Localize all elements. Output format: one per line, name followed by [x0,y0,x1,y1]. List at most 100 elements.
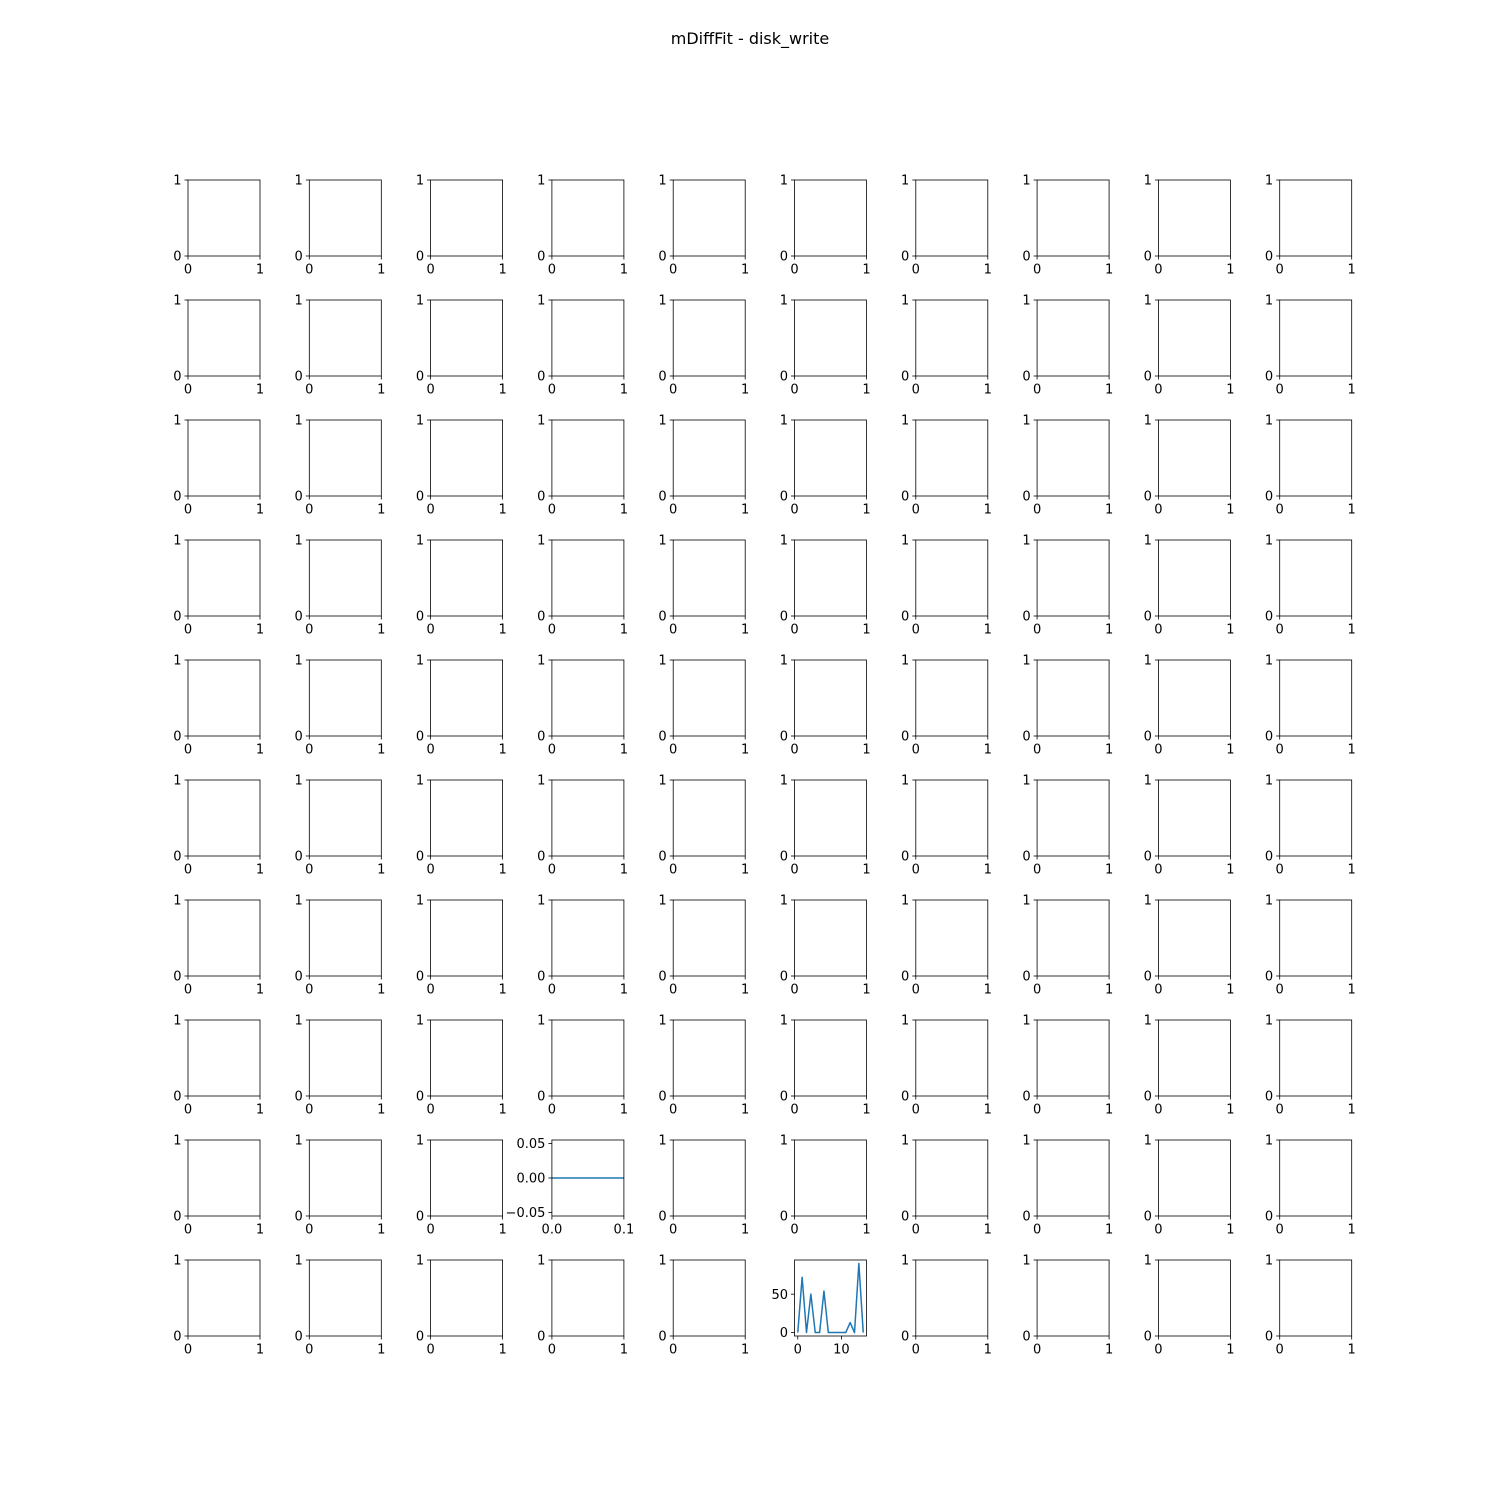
y-tick-label: 0 [537,250,545,265]
x-tick-label: 1 [620,623,628,638]
x-tick-label: 0 [426,623,434,638]
axes-frame [1036,539,1110,617]
axes-frame [1279,1019,1353,1097]
x-tick-label: 1 [984,743,992,758]
subplot-r5-c5: 0 1 0 1 [658,654,749,758]
y-tick-label: 0 [173,730,181,745]
x-tick-label: 1 [1348,983,1356,998]
y-tick-label: 0 [901,850,909,865]
y-tick-label: 0 [537,730,545,745]
figure-title: mDiffFit - disk_write [671,29,830,49]
y-tick-label: 0 [173,490,181,505]
axes-frame [1158,1259,1231,1337]
y-tick-label: 0 [1144,250,1152,265]
subplot-r9-c3: 0 1 0 1 [416,1134,507,1238]
x-tick-label: 0 [1276,863,1284,878]
y-tick-label: 1 [901,1014,909,1029]
y-tick-label: 1 [416,294,424,309]
x-tick-label: 0 [1276,1103,1284,1118]
x-tick-label: 0 [912,263,920,278]
x-tick-label: 0 [1276,1223,1284,1238]
y-tick-label: 0 [1022,610,1030,625]
subplot-r10-c3: 0 1 0 1 [416,1254,507,1358]
subplot-r5-c1: 0 1 0 1 [173,654,264,758]
y-tick-label: 0 [1144,370,1152,385]
y-tick-label: 1 [1265,414,1273,429]
x-tick-label: 0 [548,623,556,638]
y-tick-label: 1 [780,1134,788,1149]
y-tick-label: 0 [1022,370,1030,385]
subplot-r6-c7: 0 1 0 1 [901,774,992,878]
subplot-r8-c4: 0 1 0 1 [537,1014,628,1118]
x-tick-label: 0 [1154,263,1162,278]
subplot-r4-c9: 0 1 0 1 [1144,534,1235,638]
y-tick-label: 1 [1022,894,1030,909]
x-tick-label: 0 [184,863,192,878]
y-tick-label: 1 [780,654,788,669]
x-tick-label: 0 [1154,863,1162,878]
y-tick-label: 1 [1144,1014,1152,1029]
subplot-r8-c2: 0 1 0 1 [295,1014,386,1118]
subplot-r6-c3: 0 1 0 1 [416,774,507,878]
axes-frame [187,539,261,617]
axes-frame [1158,179,1231,257]
x-tick-label: 0 [1033,1223,1041,1238]
x-tick-label: 1 [498,863,506,878]
x-tick-label: 0 [548,743,556,758]
x-tick-label: 1 [256,1103,264,1118]
subplot-r9-c9: 0 1 0 1 [1144,1134,1235,1238]
subplot-r2-c10: 0 1 0 1 [1265,294,1356,398]
x-tick-label: 1 [1105,1343,1113,1358]
axes-frame [915,779,989,857]
x-tick-label: 0 [305,263,313,278]
x-tick-label: 1 [256,983,264,998]
x-tick-label: 0 [426,263,434,278]
x-tick-label: 0 [426,383,434,398]
y-tick-label: 1 [1144,1134,1152,1149]
y-tick-label: 1 [1022,174,1030,189]
y-tick-label: 1 [173,294,181,309]
y-tick-label: 0 [780,1210,788,1225]
x-tick-label: 0 [426,983,434,998]
y-tick-label: 0.05 [516,1137,545,1152]
y-tick-label: 1 [901,414,909,429]
axes-frame [1158,779,1231,857]
subplot-r5-c10: 0 1 0 1 [1265,654,1356,758]
axes-frame [1036,1019,1110,1097]
axes-frame [794,779,867,857]
y-tick-label: 0 [416,490,424,505]
y-tick-label: 0 [780,490,788,505]
axes-frame [794,179,867,257]
axes-frame [187,1139,261,1217]
y-tick-label: 0 [173,850,181,865]
x-tick-label: 1 [620,1103,628,1118]
x-tick-label: 1 [1348,503,1356,518]
y-tick-label: 1 [173,174,181,189]
y-tick-label: 0 [658,970,666,985]
x-tick-label: 1 [862,1103,870,1118]
y-tick-label: 1 [1265,1254,1273,1269]
x-tick-label: 0 [426,503,434,518]
subplot-r7-c7: 0 1 0 1 [901,894,992,998]
axes-frame [915,659,989,737]
x-tick-label: 1 [256,1223,264,1238]
y-tick-label: 0 [1265,370,1273,385]
x-tick-label: 0 [669,623,677,638]
subplot-r6-c1: 0 1 0 1 [173,774,264,878]
axes-frame [551,659,625,737]
axes-frame [1036,659,1110,737]
x-tick-label: 0 [1276,983,1284,998]
y-tick-label: 0 [416,850,424,865]
subplot-r5-c7: 0 1 0 1 [901,654,992,758]
axes-frame [308,659,382,737]
x-tick-label: 0 [1276,1343,1284,1358]
y-tick-label: 0 [537,610,545,625]
x-tick-label: 1 [741,863,749,878]
x-tick-label: 0 [184,263,192,278]
axes-frame [308,179,382,257]
y-tick-label: 0 [901,250,909,265]
x-tick-label: 1 [1105,383,1113,398]
y-tick-label: 1 [173,654,181,669]
y-tick-label: 0 [658,610,666,625]
y-tick-label: 0 [780,250,788,265]
